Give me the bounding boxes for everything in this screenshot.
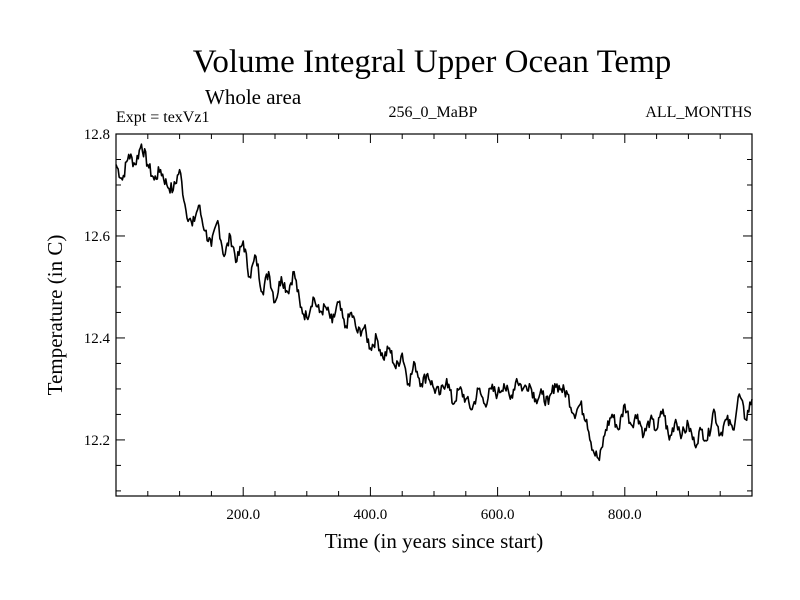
plot-frame (115, 133, 753, 497)
months-label: ALL_MONTHS (645, 104, 752, 121)
y-tick-label: 12.2 (84, 433, 110, 449)
series-line (115, 143, 753, 462)
y-axis-tick-labels: 12.2 12.4 12.6 12.8 (84, 127, 111, 449)
x-axis-label: Time (in years since start) (325, 529, 544, 553)
x-axis-tick-labels: 200.0 400.0 600.0 800.0 (226, 507, 641, 523)
expt-label: Expt = texVz1 (116, 109, 209, 126)
chart-subtitle: Whole area (205, 85, 302, 109)
y-axis-ticks (116, 158, 752, 492)
x-tick-label: 800.0 (608, 507, 642, 523)
y-tick-label: 12.4 (84, 331, 111, 347)
x-tick-label: 400.0 (354, 507, 388, 523)
chart-title: Volume Integral Upper Ocean Temp (193, 44, 671, 80)
x-tick-label: 600.0 (481, 507, 515, 523)
y-tick-label: 12.6 (84, 229, 111, 245)
y-axis-label: Temperature (in C) (43, 235, 67, 396)
y-tick-label: 12.8 (84, 127, 110, 143)
x-axis-ticks (147, 134, 721, 496)
x-tick-label: 200.0 (226, 507, 260, 523)
run-label: 256_0_MaBP (389, 104, 478, 121)
